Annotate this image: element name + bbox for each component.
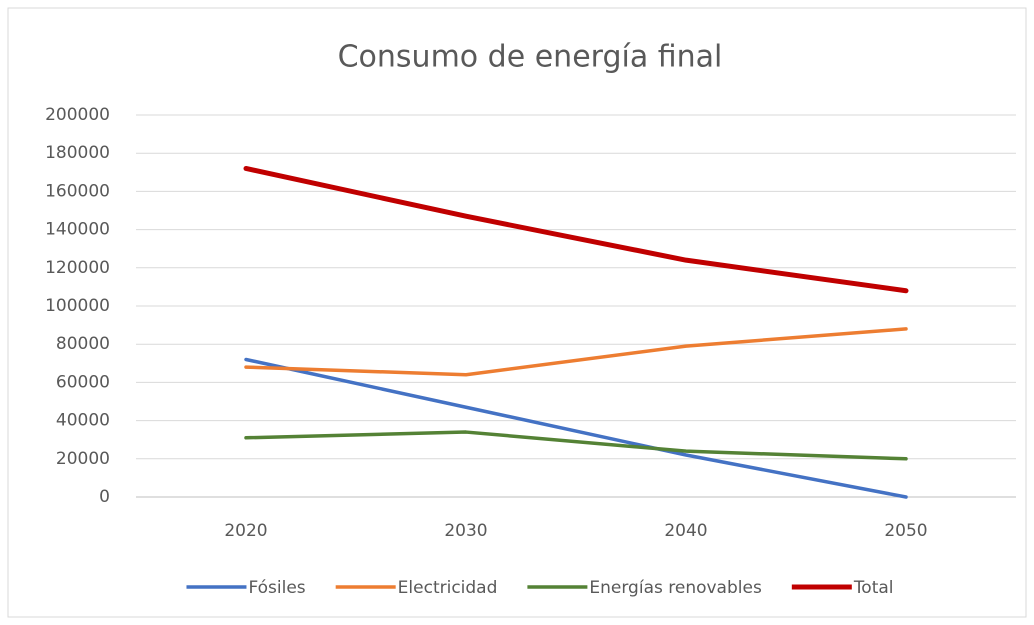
y-tick-label: 100000	[45, 296, 110, 316]
chart-title: Consumo de energía final	[338, 40, 723, 75]
y-tick-label: 140000	[45, 220, 110, 240]
series-line	[244, 357, 908, 499]
legend-label: Total	[853, 578, 894, 598]
y-tick-label: 40000	[56, 411, 110, 431]
legend-label: Energías renovables	[589, 578, 762, 598]
y-tick-label: 200000	[45, 105, 110, 125]
x-tick-label: 2040	[664, 521, 707, 541]
x-tick-label: 2050	[884, 521, 927, 541]
x-tick-label: 2030	[444, 521, 487, 541]
legend-label: Fósiles	[248, 578, 305, 598]
y-tick-label: 80000	[56, 334, 110, 354]
series-line	[243, 165, 909, 294]
y-tick-label: 160000	[45, 181, 110, 201]
series-line	[244, 430, 908, 461]
y-tick-label: 60000	[56, 372, 110, 392]
series-line	[244, 327, 908, 377]
chart-frame	[7, 7, 1027, 618]
y-tick-label: 180000	[45, 143, 110, 163]
legend-label: Electricidad	[398, 578, 498, 598]
y-tick-label: 20000	[56, 449, 110, 469]
y-tick-label: 0	[99, 487, 110, 507]
y-tick-label: 120000	[45, 258, 110, 278]
x-tick-label: 2020	[224, 521, 267, 541]
